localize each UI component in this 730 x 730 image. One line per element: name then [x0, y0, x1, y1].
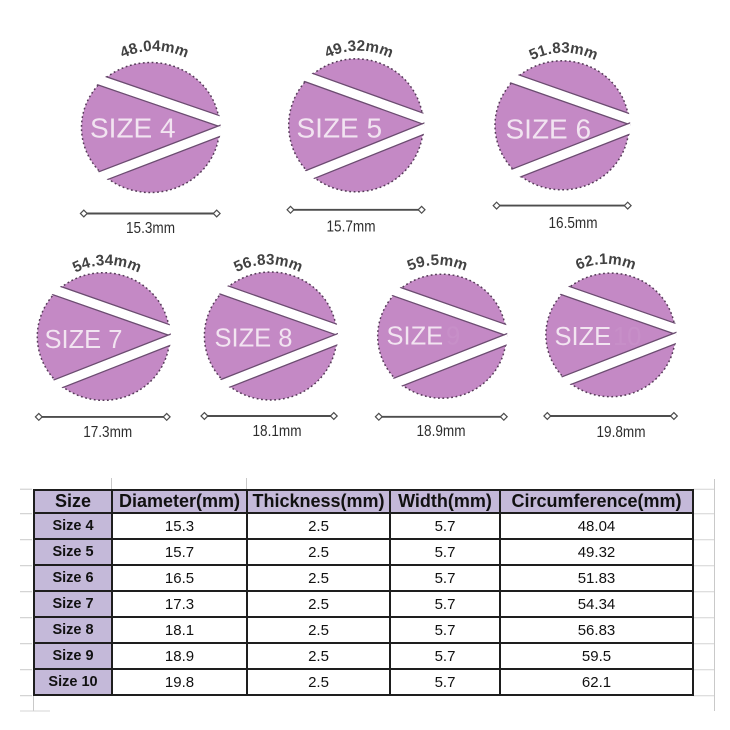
svg-text:8: 8: [551, 40, 561, 58]
svg-text:10: 10: [613, 323, 641, 351]
svg-text:SIZE: SIZE: [387, 323, 444, 351]
svg-text:1: 1: [599, 251, 609, 268]
svg-text:0: 0: [142, 38, 152, 56]
svg-text:17.3mm: 17.3mm: [83, 424, 132, 441]
svg-text:m: m: [439, 252, 455, 271]
svg-text:.: .: [424, 252, 431, 269]
svg-text:19.8mm: 19.8mm: [597, 424, 646, 441]
svg-text:m: m: [377, 41, 396, 62]
svg-text:16.5mm: 16.5mm: [549, 215, 598, 232]
svg-text:3: 3: [347, 38, 357, 56]
svg-text:2: 2: [583, 252, 595, 271]
svg-text:18.9mm: 18.9mm: [417, 423, 466, 440]
svg-text:5: 5: [430, 252, 440, 269]
svg-text:m: m: [364, 38, 380, 57]
svg-text:m: m: [286, 255, 305, 276]
svg-text:SIZE 5: SIZE 5: [297, 113, 383, 144]
svg-text:.: .: [341, 39, 348, 56]
svg-text:.: .: [137, 39, 144, 56]
svg-text:9: 9: [446, 323, 460, 351]
svg-text:SIZE: SIZE: [555, 323, 612, 351]
svg-text:8: 8: [256, 251, 266, 269]
svg-text:m: m: [451, 254, 469, 274]
svg-text:15.3mm: 15.3mm: [126, 220, 175, 237]
svg-text:2: 2: [356, 38, 365, 55]
svg-text:SIZE 7: SIZE 7: [45, 326, 123, 354]
svg-text:m: m: [581, 43, 600, 64]
svg-text:SIZE 4: SIZE 4: [90, 113, 176, 144]
svg-text:m: m: [172, 41, 191, 62]
svg-text:.: .: [593, 251, 600, 268]
svg-text:.: .: [250, 253, 258, 271]
svg-text:m: m: [569, 40, 585, 59]
svg-text:m: m: [160, 38, 176, 57]
svg-text:3: 3: [95, 252, 105, 270]
svg-text:.: .: [89, 253, 97, 271]
svg-text:m: m: [125, 255, 144, 276]
svg-text:m: m: [607, 251, 623, 270]
svg-text:m: m: [112, 252, 128, 271]
svg-text:SIZE 6: SIZE 6: [506, 114, 592, 145]
svg-text:15.7mm: 15.7mm: [327, 219, 376, 236]
svg-text:SIZE 8: SIZE 8: [215, 325, 293, 353]
svg-text:9: 9: [414, 253, 426, 272]
svg-text:m: m: [274, 252, 290, 271]
svg-text:3: 3: [561, 40, 570, 57]
svg-text:4: 4: [152, 38, 161, 55]
svg-text:18.1mm: 18.1mm: [253, 423, 302, 440]
svg-text:m: m: [620, 253, 638, 273]
svg-text:3: 3: [266, 251, 275, 268]
svg-text:.: .: [546, 41, 553, 58]
svg-text:4: 4: [104, 252, 113, 269]
